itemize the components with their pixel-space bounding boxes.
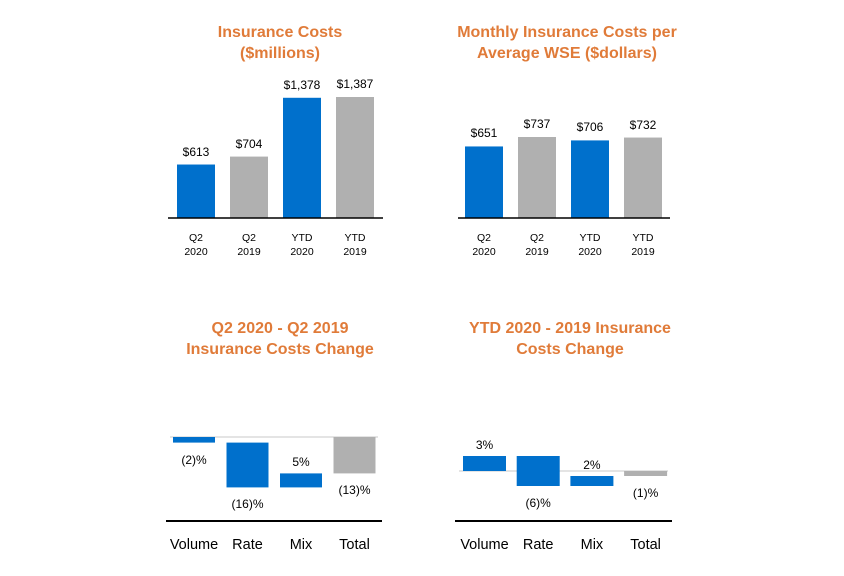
- chart-title: Insurance Costs ($millions): [217, 24, 343, 62]
- x-tick-label: YTD 2020: [290, 232, 314, 258]
- value-label: (16)%: [231, 497, 264, 512]
- value-label: (13)%: [338, 483, 371, 498]
- value-label: 2%: [583, 458, 601, 472]
- x-tick-label: Volume: [460, 537, 509, 553]
- value-label: 5%: [292, 455, 310, 470]
- value-label: (6)%: [525, 496, 551, 510]
- x-tick-label: Q2 2019: [237, 232, 261, 258]
- x-tick-label: Q2 2019: [525, 232, 549, 258]
- x-tick-label: Total: [630, 537, 661, 553]
- value-label: 3%: [475, 438, 494, 452]
- chart-title: Q2 2020 - Q2 2019 Insurance Costs Change: [186, 320, 374, 358]
- bar: [465, 146, 503, 218]
- bar: [463, 456, 506, 471]
- bar: [333, 437, 376, 474]
- x-tick-label: Total: [339, 537, 370, 553]
- value-label: $1,387: [336, 77, 374, 91]
- chart-title: Monthly Insurance Costs per Average WSE …: [457, 24, 677, 62]
- bar: [230, 156, 268, 218]
- value-label: $732: [629, 117, 657, 132]
- value-label: $613: [182, 144, 210, 159]
- x-tick-label: YTD 2019: [343, 232, 367, 258]
- value-label: (2)%: [181, 452, 207, 467]
- bar: [226, 442, 269, 488]
- bar: [280, 473, 322, 488]
- x-tick-label: YTD 2020: [578, 232, 602, 258]
- bar: [283, 97, 321, 218]
- x-tick-label: Q2 2020: [472, 232, 496, 258]
- bar: [336, 97, 374, 218]
- x-tick-label: Mix: [580, 537, 604, 553]
- chart-title: YTD 2020 - 2019 Insurance Costs Change: [469, 320, 671, 358]
- bar: [518, 137, 556, 218]
- bar: [624, 137, 662, 218]
- bar: [173, 437, 215, 443]
- x-tick-label: Rate: [232, 537, 263, 553]
- value-label: $704: [235, 136, 263, 151]
- bar: [624, 471, 668, 476]
- x-tick-label: Mix: [289, 537, 313, 553]
- value-label: (1)%: [632, 486, 659, 500]
- value-label: $651: [470, 126, 498, 141]
- x-tick-label: Volume: [169, 537, 219, 553]
- x-tick-label: Rate: [522, 537, 554, 553]
- value-label: $706: [576, 120, 604, 135]
- x-tick-label: YTD 2019: [631, 232, 655, 258]
- value-label: $737: [523, 117, 551, 131]
- x-tick-label: Q2 2020: [184, 232, 208, 258]
- bar: [571, 140, 609, 218]
- bar: [516, 456, 560, 486]
- bar: [177, 164, 215, 218]
- bar: [570, 476, 614, 486]
- value-label: $1,378: [283, 77, 321, 92]
